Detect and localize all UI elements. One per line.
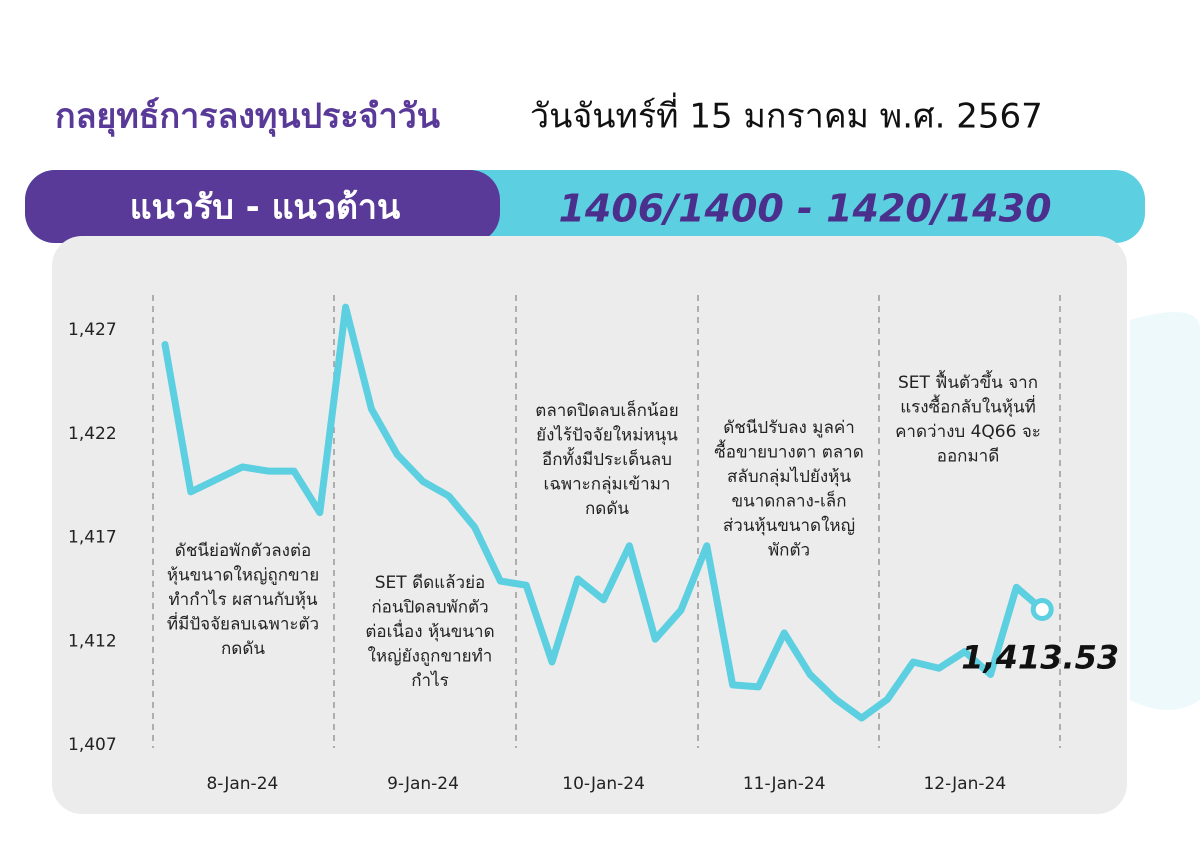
annotation: ดัชนีย่อพักตัวลงต่อ	[175, 541, 311, 561]
x-tick-label: 11-Jan-24	[743, 774, 826, 794]
y-tick-label: 1,412	[68, 631, 117, 651]
annotation: เฉพาะกลุ่มเข้ามา	[544, 475, 671, 495]
annotation: กำไร	[411, 670, 449, 691]
value-label: 1,413.53	[961, 639, 1119, 677]
annotation: ดัชนีปรับลง มูลค่า	[723, 418, 855, 438]
annotation: ซื้อขายบางตา ตลาด	[714, 440, 864, 463]
annotation: ส่วนหุ้นขนาดใหญ่	[723, 515, 855, 536]
annotation: กดดัน	[585, 499, 629, 519]
series-line	[161, 303, 1046, 722]
annotation: ทำกำไร ผสานกับหุ้น	[168, 589, 317, 610]
last-point	[1030, 598, 1054, 622]
y-tick-label: 1,422	[68, 424, 117, 444]
annotation: ขนาดกลาง-เล็ก	[731, 490, 846, 512]
chart-card	[52, 236, 1127, 814]
page-title: กลยุทธ์การลงทุนประจำวัน	[55, 97, 440, 138]
annotation: ออกมาดี	[937, 447, 1000, 467]
page-date: วันจันทร์ที่ 15 มกราคม พ.ศ. 2567	[530, 93, 1043, 137]
annotation: กดดัน	[221, 639, 265, 659]
day-dividers	[152, 295, 1061, 748]
x-tick-label: 9-Jan-24	[387, 774, 459, 794]
annotation: สลับกลุ่มไปยังหุ้น	[727, 466, 851, 487]
annotation: ใหญ่ยังถูกขายทำ	[368, 646, 493, 667]
y-tick-label: 1,427	[68, 320, 117, 340]
annotation: พักตัว	[768, 541, 810, 561]
annotation: ก่อนปิดลบพักตัว	[371, 598, 488, 618]
annotation: ยังไร้ปัจจัยใหม่หนุน	[536, 425, 678, 446]
x-tick-label: 12-Jan-24	[923, 774, 1006, 794]
x-tick-label: 8-Jan-24	[206, 774, 278, 794]
annotation: อีกทั้งมีประเด็นลบ	[542, 447, 672, 470]
annotation: ตลาดปิดลบเล็กน้อย	[535, 399, 678, 421]
annotation: SET ฟื้นตัวขึ้น จาก	[898, 370, 1038, 393]
banner-label: แนวรับ - แนวต้าน	[130, 188, 401, 228]
banner-levels: 1406/1400 - 1420/1430	[558, 187, 1051, 231]
banner-label-bg	[25, 170, 500, 243]
y-tick-label: 1,417	[68, 528, 117, 548]
decor	[1130, 312, 1200, 710]
x-tick-label: 10-Jan-24	[562, 774, 645, 794]
annotation: คาดว่างบ 4Q66 จะ	[895, 422, 1041, 442]
annotation: แรงซื้อกลับในหุ้นที่	[900, 395, 1036, 418]
annotation: ต่อเนื่อง หุ้นขนาด	[365, 619, 494, 642]
annotation: SET ดีดแล้วย่อ	[375, 573, 486, 593]
annotation: หุ้นขนาดใหญ่ถูกขาย	[167, 565, 319, 586]
y-tick-label: 1,407	[68, 735, 117, 755]
annotation: ที่มีปัจจัยลบเฉพาะตัว	[167, 612, 319, 635]
